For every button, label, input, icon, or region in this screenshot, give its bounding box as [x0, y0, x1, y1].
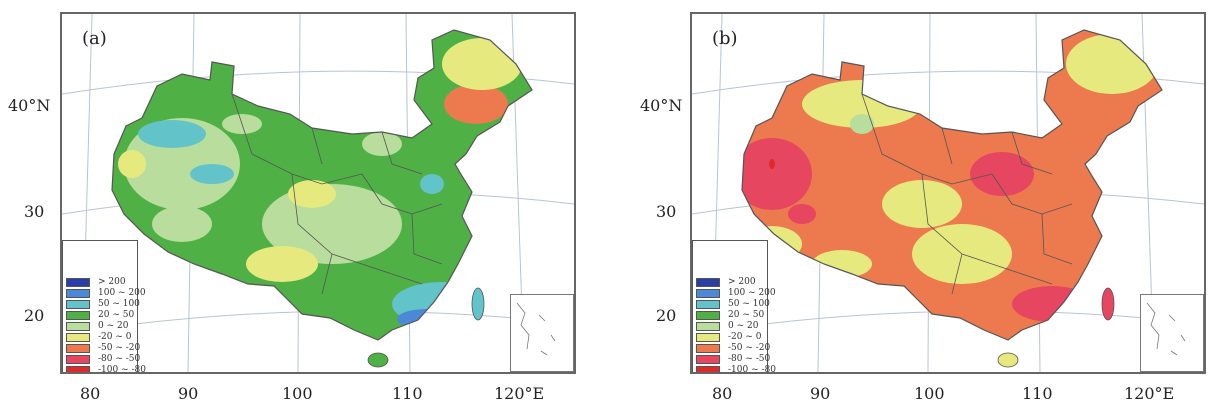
legend-label: 20 ~ 50: [728, 310, 765, 320]
taiwan-shape: [471, 287, 485, 321]
legend-label: -100 ~ -80: [728, 365, 776, 374]
legend-label: -100 ~ -80: [98, 365, 146, 374]
legend-label: 50 ~ 100: [728, 299, 770, 309]
legend-swatch: [66, 277, 90, 287]
legend-swatch: [696, 277, 720, 287]
panel-label-b: (b): [712, 28, 738, 49]
inset-map-a: [516, 302, 556, 356]
lat-label-20-a: 20: [24, 306, 45, 325]
hainan-shape: [997, 352, 1019, 368]
lat-label-20-b: 20: [656, 306, 677, 325]
province-boundaries-a: [111, 29, 533, 341]
legend-label: -20 ~ 0: [728, 332, 762, 342]
legend-swatch: [696, 343, 720, 353]
inset-map-b: [1146, 302, 1186, 356]
legend-item: -100 ~ -80: [66, 365, 146, 374]
legend-label: 100 ~ 200: [98, 288, 146, 298]
legend-label: 20 ~ 50: [98, 310, 135, 320]
legend-swatch: [66, 332, 90, 342]
legend-swatch: [696, 299, 720, 309]
legend-label: -20 ~ 0: [98, 332, 132, 342]
legend-swatch: [66, 299, 90, 309]
legend-label: 0 ~ 20: [98, 321, 129, 331]
map-panel-a: (a) > 200 100 ~ 200 50 ~ 100 20 ~ 50 0 ~ 20-…: [60, 12, 576, 374]
legend-swatch: [696, 365, 720, 372]
lon-label-120-a: 120°E: [494, 384, 545, 403]
legend-item: -50 ~ -20: [696, 343, 770, 353]
legend-swatch: [66, 343, 90, 353]
legend-item: 100 ~ 200: [696, 288, 776, 298]
lat-label-30-a: 30: [24, 202, 45, 221]
legend-label: 0 ~ 20: [728, 321, 759, 331]
lon-label-90-a: 90: [178, 384, 199, 403]
legend-item: 50 ~ 100: [696, 299, 770, 309]
legend-item: 50 ~ 100: [66, 299, 140, 309]
lat-label-30-b: 30: [656, 202, 677, 221]
panel-label-a: (a): [82, 28, 107, 49]
legend-label: > 200: [98, 277, 126, 287]
legend-item: -100 ~ -80: [696, 365, 776, 374]
legend-label: -50 ~ -20: [98, 343, 141, 353]
legend-a: > 200 100 ~ 200 50 ~ 100 20 ~ 50 0 ~ 20 -20 ~…: [62, 240, 146, 372]
legend-item: -20 ~ 0: [696, 332, 761, 342]
legend-label: 50 ~ 100: [98, 299, 140, 309]
south-china-sea-inset-a: [510, 294, 574, 372]
legend-item: -50 ~ -20: [66, 343, 140, 353]
lat-label-40-a: 40°N: [8, 96, 51, 115]
lon-label-80-a: 80: [80, 384, 101, 403]
china-fill-a: [112, 30, 532, 340]
lon-label-120-b: 120°E: [1124, 384, 1175, 403]
legend-b: > 200 100 ~ 200 50 ~ 100 20 ~ 50 0 ~ 20 -20 ~…: [692, 240, 776, 372]
legend-swatch: [66, 321, 90, 331]
legend-swatch: [696, 288, 720, 298]
legend-label: > 200: [728, 277, 756, 287]
legend-item: -80 ~ -50: [696, 354, 770, 364]
legend-label: -80 ~ -50: [98, 354, 141, 364]
legend-swatch: [66, 288, 90, 298]
map-canvas-b: [692, 14, 1204, 372]
legend-item: 20 ~ 50: [66, 310, 134, 320]
legend-swatch: [66, 354, 90, 364]
hainan-shape: [367, 352, 389, 368]
legend-label: 100 ~ 200: [728, 288, 776, 298]
legend-item: -20 ~ 0: [66, 332, 131, 342]
legend-swatch: [66, 365, 90, 372]
taiwan-shape: [1101, 287, 1115, 321]
legend-item: > 200: [696, 277, 756, 287]
lon-label-90-b: 90: [810, 384, 831, 403]
lon-label-80-b: 80: [712, 384, 733, 403]
lon-label-100-b: 100: [914, 384, 945, 403]
lon-label-110-a: 110: [392, 384, 423, 403]
legend-label: -50 ~ -20: [728, 343, 771, 353]
legend-item: 100 ~ 200: [66, 288, 146, 298]
legend-item: > 200: [66, 277, 126, 287]
legend-label: -80 ~ -50: [728, 354, 771, 364]
legend-swatch: [66, 310, 90, 320]
south-china-sea-inset-b: [1140, 294, 1204, 372]
province-boundaries-b: [741, 29, 1163, 341]
lon-label-100-a: 100: [282, 384, 313, 403]
legend-swatch: [696, 310, 720, 320]
legend-item: 0 ~ 20: [66, 321, 128, 331]
legend-swatch: [696, 321, 720, 331]
lat-label-40-b: 40°N: [640, 96, 683, 115]
legend-swatch: [696, 354, 720, 364]
legend-swatch: [696, 332, 720, 342]
map-canvas-a: [62, 14, 574, 372]
legend-item: 0 ~ 20: [696, 321, 758, 331]
lon-label-110-b: 110: [1022, 384, 1053, 403]
china-fill-b: [742, 30, 1162, 340]
legend-item: 20 ~ 50: [696, 310, 764, 320]
map-panel-b: (b) > 200 100 ~ 200 50 ~ 100 20 ~ 50 0 ~ 20-…: [690, 12, 1206, 374]
legend-item: -80 ~ -50: [66, 354, 140, 364]
